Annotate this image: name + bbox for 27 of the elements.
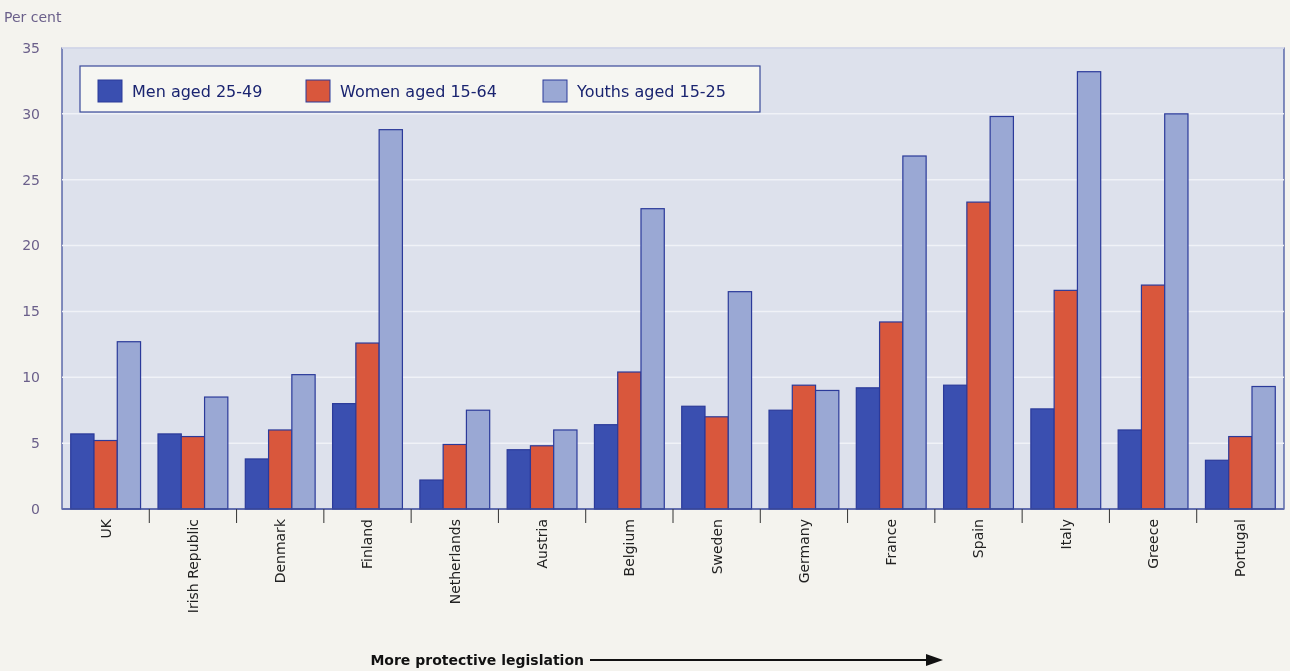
y-tick-label: 10 [22,369,40,386]
x-tick-label: Finland [359,519,376,570]
legend-label: Youths aged 15-25 [576,81,726,101]
y-tick-label: 20 [22,237,40,254]
x-tick-label: Austria [533,519,550,569]
x-tick-label: Italy [1057,519,1074,550]
x-tick-label: Spain [970,519,987,559]
x-tick-label: Portugal [1232,519,1249,577]
x-tick-label: Belgium [621,519,638,577]
x-tick-label: Sweden [708,519,725,575]
x-tick-label: UK [97,518,114,539]
x-tick-label: Denmark [272,518,289,584]
x-tick-label: Greece [1144,519,1161,569]
x-tick-label: Germany [795,519,812,584]
legend-label: Men aged 25-49 [132,81,263,101]
x-tick-label: Irish Republic [184,519,201,614]
legend-label: Women aged 15-64 [340,81,497,101]
y-tick-label: 15 [22,303,40,320]
y-tick-label: 5 [31,435,40,452]
y-tick-label: 30 [22,105,40,122]
y-axis-title: Per cent [4,9,62,25]
y-tick-label: 35 [22,39,40,56]
x-tick-label: Netherlands [446,519,463,605]
x-tick-label: France [883,519,900,566]
y-tick-label: 0 [31,500,40,517]
y-tick-label: 25 [22,171,40,188]
text: More protective legislation [370,651,584,668]
